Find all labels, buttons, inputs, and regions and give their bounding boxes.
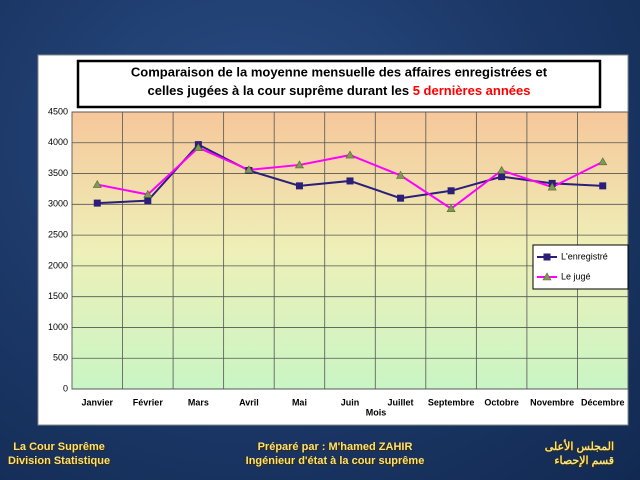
chart-title: Comparaison de la moyenne mensuelle des … — [131, 64, 548, 79]
x-tick-label: Janvier — [82, 397, 114, 407]
marker — [345, 150, 355, 159]
y-tick-label: 1000 — [48, 322, 68, 332]
marker — [543, 253, 551, 261]
x-tick-label: Juillet — [388, 397, 414, 407]
y-tick-label: 4500 — [48, 106, 68, 116]
y-tick-label: 2500 — [48, 229, 68, 239]
x-tick-label: Février — [133, 397, 164, 407]
marker — [295, 182, 303, 190]
x-tick-label: Avril — [239, 397, 259, 407]
footer-text: Ingénieur d'état à la cour suprême — [245, 455, 425, 467]
y-tick-label: 0 — [63, 383, 68, 393]
marker — [294, 160, 304, 169]
footer-text: المجلس الأعلى — [544, 441, 614, 453]
marker — [144, 197, 152, 205]
footer-text: Division Statistique — [8, 455, 111, 467]
marker — [498, 173, 506, 181]
y-tick-label: 2000 — [48, 260, 68, 270]
x-tick-label: Décembre — [581, 397, 625, 407]
x-tick-label: Mars — [188, 397, 209, 407]
marker — [143, 189, 153, 198]
x-tick-label: Septembre — [428, 397, 475, 407]
footer-text: Préparé par : M'hamed ZAHIR — [257, 441, 413, 453]
x-tick-label: Mai — [292, 397, 307, 407]
marker — [396, 170, 406, 179]
marker — [193, 143, 203, 152]
marker — [547, 182, 557, 191]
marker — [447, 187, 455, 195]
legend-box — [532, 244, 629, 290]
marker — [397, 194, 405, 202]
marker — [542, 272, 552, 281]
chart: Comparaison de la moyenne mensuelle des … — [37, 54, 629, 426]
footer-center: Préparé par : M'hamed ZAHIR Ingénieur d'… — [200, 440, 470, 468]
marker — [93, 199, 101, 207]
legend-label: Le jugé — [561, 271, 591, 281]
marker — [92, 180, 102, 188]
x-tick-label: Novembre — [530, 397, 574, 407]
chart-title-line: celles jugées à la cour suprême durant l… — [148, 83, 410, 98]
legend-label: L'enregistré — [561, 251, 608, 261]
marker — [446, 204, 456, 212]
y-tick-label: 500 — [53, 353, 68, 363]
y-tick-label: 3000 — [48, 199, 68, 209]
marker — [599, 182, 607, 190]
y-tick-label: 4000 — [48, 137, 68, 147]
x-tick-label: Octobre — [484, 397, 519, 407]
x-tick-label: Juin — [341, 397, 360, 407]
marker — [346, 177, 354, 185]
y-tick-label: 1500 — [48, 291, 68, 301]
marker — [244, 165, 254, 174]
marker — [598, 157, 608, 166]
chart-title-highlight: 5 dernières années — [413, 83, 531, 98]
footer-text: La Cour Suprême — [13, 441, 105, 453]
title-box — [76, 59, 602, 109]
y-tick-label: 3500 — [48, 168, 68, 178]
footer-left: La Cour Suprême Division Statistique — [8, 440, 110, 468]
footer-right: المجلس الأعلى قسم الإحصاء — [545, 440, 614, 468]
footer-text: قسم الإحصاء — [554, 455, 614, 467]
chart-title-2: celles jugées à la cour suprême durant l… — [148, 83, 531, 98]
marker — [497, 165, 507, 174]
x-axis-label: Mois — [366, 407, 387, 417]
